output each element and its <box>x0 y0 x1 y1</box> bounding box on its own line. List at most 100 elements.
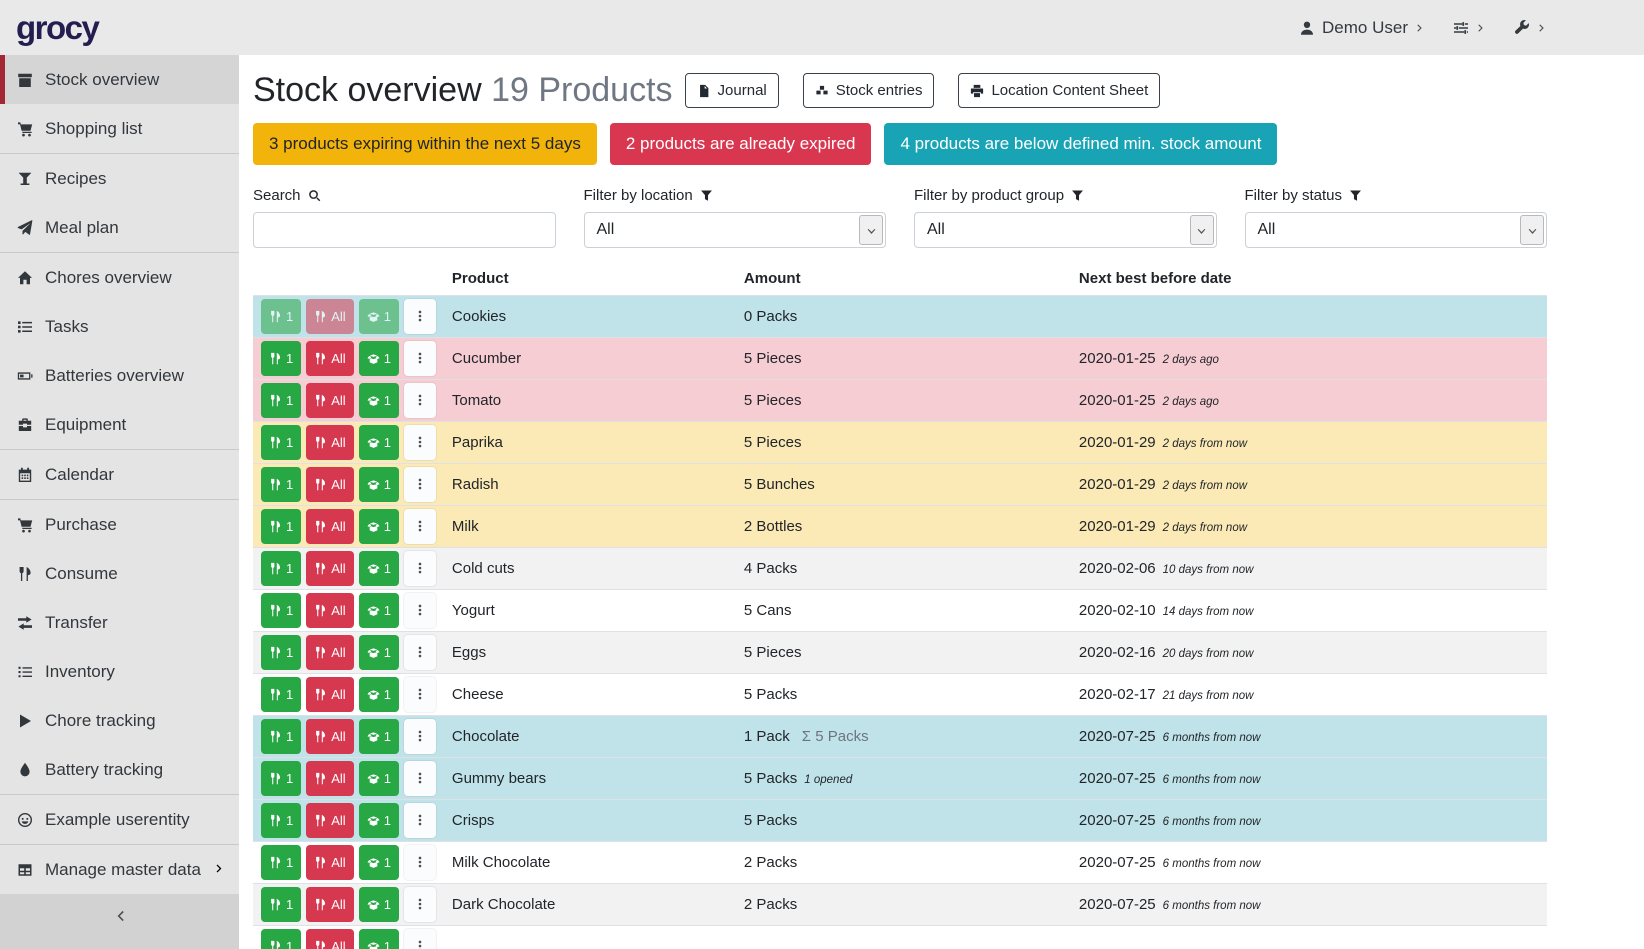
admin-menu[interactable] <box>1514 18 1547 38</box>
sidebar-item-manage-master-data[interactable]: Manage master data <box>0 845 239 894</box>
row-menu-button[interactable] <box>403 802 436 838</box>
sidebar-collapse-button[interactable] <box>0 894 239 949</box>
column-header-amount[interactable]: Amount <box>735 262 1079 298</box>
location-select[interactable]: All <box>583 212 886 248</box>
consume-one-button[interactable]: 1 <box>261 676 302 712</box>
row-menu-button[interactable] <box>403 928 436 949</box>
consume-one-button[interactable]: 1 <box>261 802 302 838</box>
consume-all-button[interactable]: All <box>306 718 354 754</box>
status-select[interactable]: All <box>1244 212 1547 248</box>
row-menu-button[interactable] <box>403 466 436 502</box>
consume-one-button[interactable]: 1 <box>261 634 302 670</box>
open-one-button[interactable]: 1 <box>358 424 399 460</box>
open-one-button[interactable]: 1 <box>358 886 399 922</box>
alert-expired[interactable]: 2 products are already expired <box>609 123 872 165</box>
column-header-next-best-before-date[interactable]: Next best before date <box>1070 262 1555 298</box>
row-menu-button[interactable] <box>403 886 436 922</box>
consume-one-button[interactable]: 1 <box>261 382 302 418</box>
open-one-button[interactable]: 1 <box>358 382 399 418</box>
sidebar-item-tasks[interactable]: Tasks <box>0 302 239 351</box>
row-menu-button[interactable] <box>403 592 436 628</box>
consume-all-button[interactable]: All <box>306 928 354 949</box>
open-one-button[interactable]: 1 <box>358 508 399 544</box>
open-one-button[interactable]: 1 <box>358 466 399 502</box>
location-content-sheet-button[interactable]: Location Content Sheet <box>958 73 1161 108</box>
consume-one-button[interactable]: 1 <box>261 928 302 949</box>
consume-all-button[interactable]: All <box>306 466 354 502</box>
row-menu-button[interactable] <box>403 844 436 880</box>
open-one-button[interactable]: 1 <box>358 340 399 376</box>
row-menu-button[interactable] <box>403 676 436 712</box>
row-menu-button[interactable] <box>403 718 436 754</box>
product-group-select[interactable]: All <box>914 212 1217 248</box>
consume-all-button[interactable]: All <box>306 508 354 544</box>
settings-menu[interactable] <box>1453 18 1486 38</box>
consume-one-button[interactable]: 1 <box>261 760 302 796</box>
date-relative-note: 6 months from now <box>1162 731 1261 744</box>
alert-below-min-stock[interactable]: 4 products are below defined min. stock … <box>884 123 1278 165</box>
sidebar-item-consume[interactable]: Consume <box>0 549 239 598</box>
row-menu-button[interactable] <box>403 634 436 670</box>
sidebar-item-example-userentity[interactable]: Example userentity <box>0 795 239 844</box>
sidebar-item-equipment[interactable]: Equipment <box>0 400 239 449</box>
sidebar-item-calendar[interactable]: Calendar <box>0 450 239 499</box>
sidebar-item-meal-plan[interactable]: Meal plan <box>0 203 239 252</box>
open-one-button[interactable]: 1 <box>358 676 399 712</box>
open-one-button[interactable]: 1 <box>358 298 399 334</box>
open-one-button[interactable]: 1 <box>358 634 399 670</box>
consume-all-button[interactable]: All <box>306 844 354 880</box>
consume-all-button[interactable]: All <box>306 382 354 418</box>
consume-all-button[interactable]: All <box>306 298 354 334</box>
sidebar-item-batteries-overview[interactable]: Batteries overview <box>0 351 239 400</box>
row-menu-button[interactable] <box>403 550 436 586</box>
open-one-button[interactable]: 1 <box>358 760 399 796</box>
journal-button[interactable]: Journal <box>684 73 779 108</box>
alert-expiring-soon[interactable]: 3 products expiring within the next 5 da… <box>253 123 597 165</box>
sidebar-item-chores-overview[interactable]: Chores overview <box>0 253 239 302</box>
open-one-button[interactable]: 1 <box>358 928 399 949</box>
sidebar-item-shopping-list[interactable]: Shopping list <box>0 104 239 153</box>
consume-all-button[interactable]: All <box>306 340 354 376</box>
row-menu-button[interactable] <box>403 298 436 334</box>
consume-all-button[interactable]: All <box>306 592 354 628</box>
consume-one-button[interactable]: 1 <box>261 298 302 334</box>
consume-all-button[interactable]: All <box>306 424 354 460</box>
open-one-button[interactable]: 1 <box>358 718 399 754</box>
row-menu-button[interactable] <box>403 382 436 418</box>
consume-one-button[interactable]: 1 <box>261 592 302 628</box>
sidebar-item-purchase[interactable]: Purchase <box>0 500 239 549</box>
stock-entries-button[interactable]: Stock entries <box>802 73 935 108</box>
sidebar-item-transfer[interactable]: Transfer <box>0 598 239 647</box>
search-input[interactable] <box>253 212 556 248</box>
consume-one-button[interactable]: 1 <box>261 718 302 754</box>
row-menu-button[interactable] <box>403 760 436 796</box>
consume-one-button[interactable]: 1 <box>261 844 302 880</box>
consume-one-button[interactable]: 1 <box>261 886 302 922</box>
sidebar-item-chore-tracking[interactable]: Chore tracking <box>0 696 239 745</box>
consume-one-button[interactable]: 1 <box>261 550 302 586</box>
consume-all-button[interactable]: All <box>306 676 354 712</box>
open-one-button[interactable]: 1 <box>358 844 399 880</box>
consume-all-button[interactable]: All <box>306 760 354 796</box>
open-one-button[interactable]: 1 <box>358 592 399 628</box>
open-one-button[interactable]: 1 <box>358 802 399 838</box>
sidebar-item-inventory[interactable]: Inventory <box>0 647 239 696</box>
sidebar-item-battery-tracking[interactable]: Battery tracking <box>0 745 239 794</box>
consume-one-button[interactable]: 1 <box>261 424 302 460</box>
row-menu-button[interactable] <box>403 424 436 460</box>
consume-all-button[interactable]: All <box>306 886 354 922</box>
open-one-button[interactable]: 1 <box>358 550 399 586</box>
row-menu-button[interactable] <box>403 340 436 376</box>
consume-all-button[interactable]: All <box>306 634 354 670</box>
consume-one-button[interactable]: 1 <box>261 340 302 376</box>
consume-all-button[interactable]: All <box>306 550 354 586</box>
user-menu[interactable]: Demo User <box>1299 18 1425 38</box>
consume-all-button[interactable]: All <box>306 802 354 838</box>
row-menu-button[interactable] <box>403 508 436 544</box>
grocy-logo[interactable]: grocy <box>16 8 100 46</box>
sidebar-item-stock-overview[interactable]: Stock overview <box>0 55 239 104</box>
consume-one-button[interactable]: 1 <box>261 508 302 544</box>
consume-one-button[interactable]: 1 <box>261 466 302 502</box>
sidebar-item-recipes[interactable]: Recipes <box>0 154 239 203</box>
column-header-product[interactable]: Product <box>443 262 744 298</box>
